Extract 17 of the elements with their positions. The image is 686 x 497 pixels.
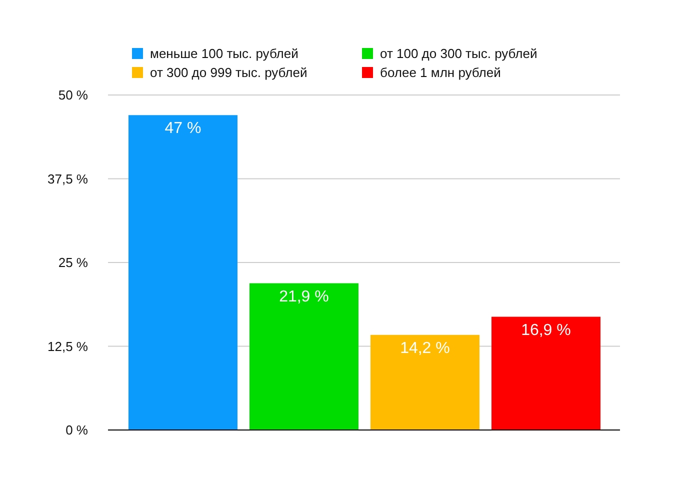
y-tick-label: 12,5 % [48, 338, 88, 354]
y-tick-label: 25 % [58, 255, 88, 270]
y-tick-label: 0 % [66, 422, 88, 438]
y-tick-label: 37,5 % [48, 171, 88, 186]
legend-label: от 300 до 999 тыс. рублей [150, 65, 308, 80]
bar [128, 115, 238, 430]
legend-label: более 1 млн рублей [380, 65, 501, 80]
data-label: 47 % [164, 120, 202, 138]
bar [370, 334, 480, 430]
bar [491, 316, 600, 430]
data-label: 21,9 % [279, 288, 329, 306]
legend-label: от 100 до 300 тыс. рублей [380, 46, 538, 61]
y-tick-label: 50 % [58, 88, 88, 103]
legend-label: меньше 100 тыс. рублей [150, 46, 298, 61]
data-label: 16,9 % [521, 322, 571, 339]
data-label: 14,2 % [400, 340, 450, 357]
bar [249, 283, 358, 430]
